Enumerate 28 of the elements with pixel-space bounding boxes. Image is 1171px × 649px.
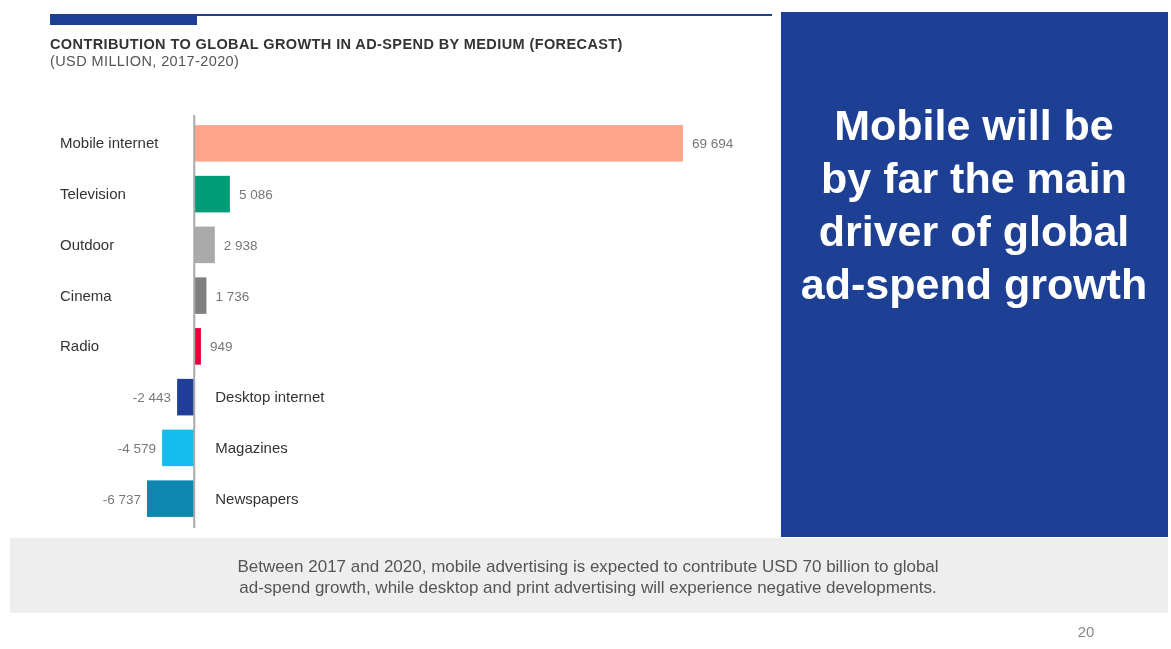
data-label: 1 736 <box>215 288 250 304</box>
bar <box>194 175 230 213</box>
bar <box>177 378 195 416</box>
bar <box>162 429 195 467</box>
bar <box>194 125 683 162</box>
data-label: -2 443 <box>132 390 172 406</box>
y-tick-label: Mobile internet <box>60 134 160 152</box>
y-tick-label: Desktop internet <box>215 388 326 406</box>
y-tick-label: Outdoor <box>60 235 115 253</box>
data-label: -4 579 <box>117 440 157 456</box>
bar <box>147 480 195 517</box>
data-label: 949 <box>209 339 233 355</box>
text: 20 <box>1077 623 1095 640</box>
bar <box>194 328 201 365</box>
chart-subtitle: (USD MILLION, 2017-2020) <box>50 53 240 69</box>
text: Between 2017 and 2020, mobile advertising is expected to contribute USD 70 billion to global ad-spend growth, while desktop and print advertising will experience negative developments. <box>237 557 939 597</box>
data-label: 5 086 <box>238 187 273 203</box>
chart-title: CONTRIBUTION TO GLOBAL GROWTH IN AD-SPEND BY MEDIUM (FORECAST) <box>50 36 623 52</box>
data-label: 2 938 <box>223 237 258 253</box>
data-label: -6 737 <box>102 491 141 507</box>
y-tick-label: Cinema <box>60 286 113 304</box>
data-label: 69 694 <box>692 136 734 152</box>
y-tick-label: Newspapers <box>215 489 299 507</box>
y-tick-label: Magazines <box>215 438 288 456</box>
bar <box>194 277 207 314</box>
y-tick-label: Television <box>60 185 126 203</box>
text: Mobile will be by far the main driver of global ad-spend growth <box>800 101 1148 308</box>
y-tick-label: Radio <box>60 337 100 355</box>
